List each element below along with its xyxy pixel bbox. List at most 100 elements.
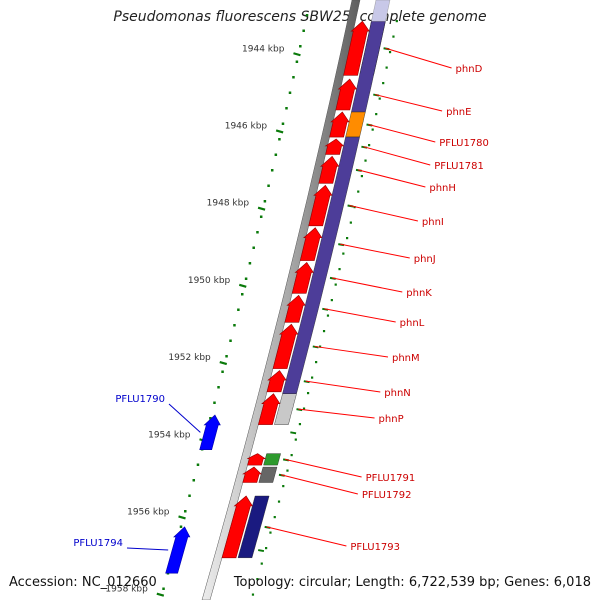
scale-dot bbox=[184, 510, 187, 513]
scale-dot bbox=[302, 29, 305, 32]
gene-label-leader bbox=[375, 94, 443, 112]
inner-dot bbox=[282, 485, 285, 488]
gene-arrow bbox=[272, 323, 299, 369]
gene-arrow bbox=[335, 78, 358, 111]
scale-dot bbox=[292, 76, 295, 79]
similarity-block bbox=[351, 21, 386, 113]
scale-dot bbox=[237, 308, 240, 311]
scale-dot bbox=[196, 463, 200, 466]
inner-dot bbox=[294, 438, 297, 441]
scale-dot bbox=[221, 370, 224, 373]
inner-dot bbox=[290, 454, 293, 457]
inner-dot bbox=[311, 376, 314, 379]
scale-dot bbox=[295, 60, 299, 63]
tick-label: 1946 kbp bbox=[225, 121, 268, 131]
gene-label: phnE bbox=[446, 107, 471, 118]
gene-arrow bbox=[199, 414, 221, 450]
gene-arrow bbox=[258, 393, 281, 425]
inner-dot bbox=[357, 190, 360, 193]
scale-dot bbox=[270, 169, 274, 172]
accession-label: Accession: bbox=[9, 575, 78, 590]
gene-label: PFLU1790 bbox=[115, 394, 165, 405]
gene-arrow bbox=[299, 227, 323, 261]
gene-label: PFLU1792 bbox=[362, 490, 412, 501]
inner-dot bbox=[342, 252, 345, 255]
gene-arrow bbox=[221, 495, 253, 559]
similarity-track bbox=[237, 0, 391, 558]
backbone-track bbox=[201, 0, 361, 600]
gene-label-leader bbox=[385, 47, 452, 69]
length-value: 6,722,539 bp; bbox=[408, 575, 501, 590]
inner-dot bbox=[371, 128, 374, 131]
tick-label: 1954 kbp bbox=[148, 430, 191, 440]
scale-dot bbox=[217, 386, 220, 389]
map-title: Pseudomonas fluorescens SBW25, complete … bbox=[113, 9, 487, 25]
inner-dot bbox=[251, 593, 255, 596]
gene-label: phnI bbox=[422, 217, 444, 228]
genes-label: Genes: bbox=[504, 575, 550, 590]
gene-label-leader bbox=[266, 526, 347, 547]
inner-dot bbox=[269, 531, 272, 534]
gene-label-leader bbox=[368, 124, 436, 143]
gene-arrow bbox=[324, 138, 345, 155]
inner-dot bbox=[273, 516, 276, 519]
major-tick bbox=[275, 129, 284, 134]
gene-label-leader bbox=[324, 308, 396, 323]
similarity-block bbox=[345, 111, 366, 138]
gene-arrow bbox=[247, 453, 267, 466]
inner-dot bbox=[349, 221, 352, 224]
gene-arrow bbox=[329, 111, 350, 138]
inner-dot bbox=[298, 423, 302, 426]
inner-dot bbox=[277, 500, 281, 503]
gene-tick bbox=[257, 549, 265, 553]
gene-label: PFLU1793 bbox=[350, 542, 400, 553]
gene-label-leader bbox=[126, 547, 169, 551]
major-tick bbox=[257, 206, 266, 211]
inner-dot bbox=[302, 407, 306, 410]
inner-dot bbox=[334, 283, 337, 286]
accession-info: Accession: NC_012660 bbox=[9, 575, 157, 590]
gene-label-leader bbox=[349, 205, 419, 222]
gene-label-leader bbox=[168, 403, 201, 433]
gene-label: phnN bbox=[384, 388, 411, 399]
tick-label: 1956 kbp bbox=[127, 507, 170, 517]
scale-dot bbox=[233, 324, 236, 327]
tick-label: 1944 kbp bbox=[242, 44, 285, 54]
length-label: Length: bbox=[355, 575, 405, 590]
scale-dot bbox=[213, 401, 216, 404]
scale-dot bbox=[240, 293, 244, 296]
genome-info: Topology: circular; Length: 6,722,539 bp… bbox=[234, 575, 591, 590]
scale-dot bbox=[179, 525, 183, 528]
scale-dot bbox=[192, 479, 196, 482]
gene-label: PFLU1781 bbox=[434, 161, 484, 172]
scale-dot bbox=[288, 91, 292, 94]
inner-dot bbox=[395, 20, 398, 23]
tick-label: 1950 kbp bbox=[188, 276, 231, 286]
tick-label: 1958 kbp bbox=[105, 585, 148, 595]
scale-dot bbox=[244, 277, 248, 280]
scale-dot bbox=[281, 122, 285, 125]
similarity-block bbox=[371, 0, 391, 22]
inner-dot bbox=[256, 578, 259, 581]
inner-dot bbox=[326, 314, 330, 317]
gene-label: PFLU1794 bbox=[73, 538, 123, 549]
gene-label: phnP bbox=[379, 414, 404, 425]
inner-dot bbox=[330, 299, 333, 302]
gene-arrow bbox=[291, 262, 314, 294]
major-tick bbox=[178, 515, 186, 520]
scale-dot bbox=[162, 587, 165, 590]
gene-label-leader bbox=[298, 408, 375, 419]
scale-dot bbox=[267, 184, 270, 187]
accession-value: NC_012660 bbox=[81, 575, 157, 590]
gene-label: phnM bbox=[392, 353, 420, 364]
gene-label: phnK bbox=[406, 288, 432, 299]
major-tick bbox=[219, 360, 228, 366]
similarity-block bbox=[263, 453, 281, 466]
inner-dot bbox=[315, 361, 318, 364]
tick-label: 1952 kbp bbox=[168, 353, 211, 363]
gene-label-leader bbox=[331, 277, 403, 293]
genes-value: 6,018 bbox=[553, 575, 591, 590]
inner-dot bbox=[260, 562, 263, 565]
topology-label: Topology: bbox=[233, 575, 295, 590]
